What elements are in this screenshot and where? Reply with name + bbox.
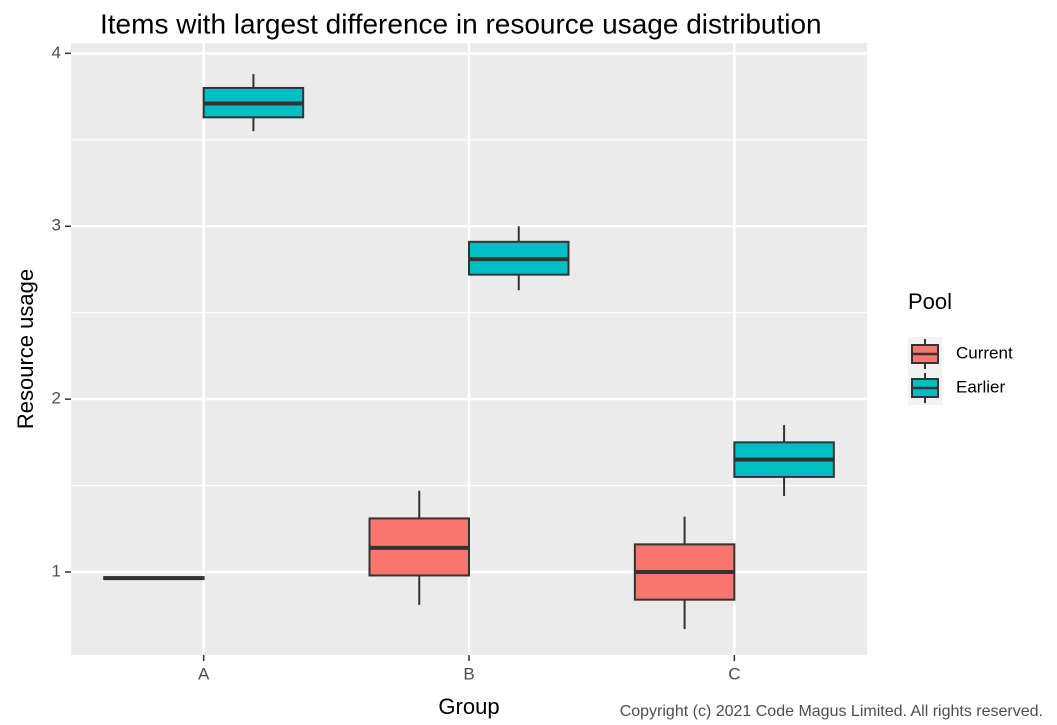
x-axis: A B C <box>198 655 740 683</box>
boxes <box>103 74 835 630</box>
box-earlier-a <box>202 74 305 132</box>
y-tick-label: 1 <box>52 562 61 581</box>
box-current-a <box>103 576 205 581</box>
copyright-caption: Copyright (c) 2021 Code Magus Limited. A… <box>620 703 1043 720</box>
box-current-b <box>368 490 470 605</box>
box-earlier-b <box>468 226 570 291</box>
x-tick-label: B <box>463 664 474 683</box>
x-tick-label: A <box>198 664 210 683</box>
x-tick-label: C <box>728 664 740 683</box>
legend-label-current: Current <box>956 343 1013 362</box>
y-tick-label: 4 <box>52 43 61 62</box>
box-current-c <box>633 516 736 630</box>
y-axis-title: Resource usage <box>13 269 38 429</box>
y-tick-label: 2 <box>52 389 61 408</box>
box-earlier-c <box>733 425 835 496</box>
legend-title: Pool <box>908 289 952 314</box>
legend: Pool Current Earlier <box>908 289 1013 405</box>
legend-key-earlier <box>908 371 942 405</box>
legend-label-earlier: Earlier <box>956 377 1005 396</box>
x-axis-title: Group <box>438 694 499 719</box>
legend-key-current <box>908 337 942 371</box>
y-axis: 1 2 3 4 <box>52 43 71 581</box>
chart-title: Items with largest difference in resourc… <box>100 8 822 39</box>
y-tick-label: 3 <box>52 216 61 235</box>
